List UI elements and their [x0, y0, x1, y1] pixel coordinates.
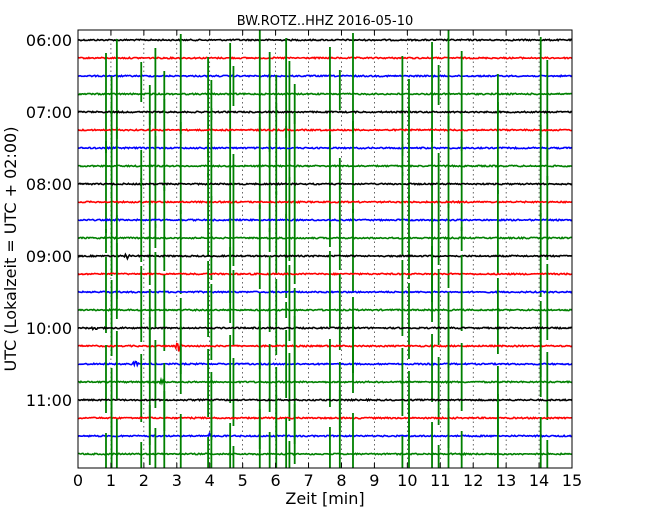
y-tick-label: 07:00 — [26, 103, 72, 122]
trace-0800 — [77, 182, 573, 186]
x-tick-label: 0 — [73, 471, 83, 490]
x-tick-label: 8 — [336, 471, 346, 490]
y-axis-label: UTC (Lokalzeit = UTC + 02:00) — [1, 127, 20, 372]
x-tick-label: 10 — [397, 471, 417, 490]
trace-0715 — [77, 128, 573, 132]
x-tick-label: 13 — [496, 471, 516, 490]
trace-group — [77, 30, 573, 468]
trace-0930 — [77, 290, 573, 294]
x-tick-label: 3 — [172, 471, 182, 490]
trace-0630 — [77, 74, 573, 78]
plot-frame — [77, 29, 573, 469]
trace-1045 — [77, 376, 573, 386]
x-axis-ticks: 0 1 2 3 4 5 6 7 8 9 10 11 12 13 14 15 — [73, 30, 582, 490]
trace-1130 — [77, 431, 573, 439]
trace-1030 — [77, 360, 573, 368]
trace-1015 — [77, 342, 573, 352]
x-tick-label: 7 — [303, 471, 313, 490]
x-tick-label: 5 — [238, 471, 248, 490]
y-tick-label: 10:00 — [26, 319, 72, 338]
x-tick-label: 11 — [430, 471, 450, 490]
trace-0700 — [77, 110, 573, 114]
x-tick-label: 2 — [139, 471, 149, 490]
trace-0845 — [77, 236, 573, 240]
x-tick-label: 1 — [106, 471, 116, 490]
trace-1115 — [77, 416, 573, 420]
trace-0730 — [77, 146, 573, 150]
y-tick-label: 11:00 — [26, 391, 72, 410]
x-tick-label: 14 — [529, 471, 549, 490]
trace-0745 — [77, 164, 573, 168]
x-axis-label: Zeit [min] — [285, 489, 364, 508]
trace-0645 — [77, 92, 573, 96]
trace-0815 — [77, 200, 573, 204]
trace-0615 — [77, 56, 573, 60]
x-tick-label: 15 — [562, 471, 582, 490]
chart-title: BW.ROTZ..HHZ 2016-05-10 — [237, 14, 413, 29]
minute-grid — [110, 30, 540, 468]
y-tick-label: 09:00 — [26, 247, 72, 266]
trace-0915 — [77, 272, 573, 276]
y-axis-ticks: 06:00 07:00 08:00 09:00 10:00 11:00 — [26, 31, 572, 410]
trace-0830 — [77, 218, 573, 223]
x-tick-label: 12 — [463, 471, 483, 490]
x-tick-label: 4 — [205, 471, 215, 490]
trace-1145 — [77, 451, 573, 457]
trace-0900 — [77, 252, 573, 261]
trace-1100 — [77, 398, 573, 403]
trace-0945 — [77, 308, 573, 312]
y-tick-label: 06:00 — [26, 31, 72, 50]
x-tick-label: 6 — [271, 471, 281, 490]
trace-1000 — [77, 325, 573, 331]
trace-0600 — [77, 38, 573, 42]
y-tick-label: 08:00 — [26, 175, 72, 194]
x-tick-label: 9 — [369, 471, 379, 490]
